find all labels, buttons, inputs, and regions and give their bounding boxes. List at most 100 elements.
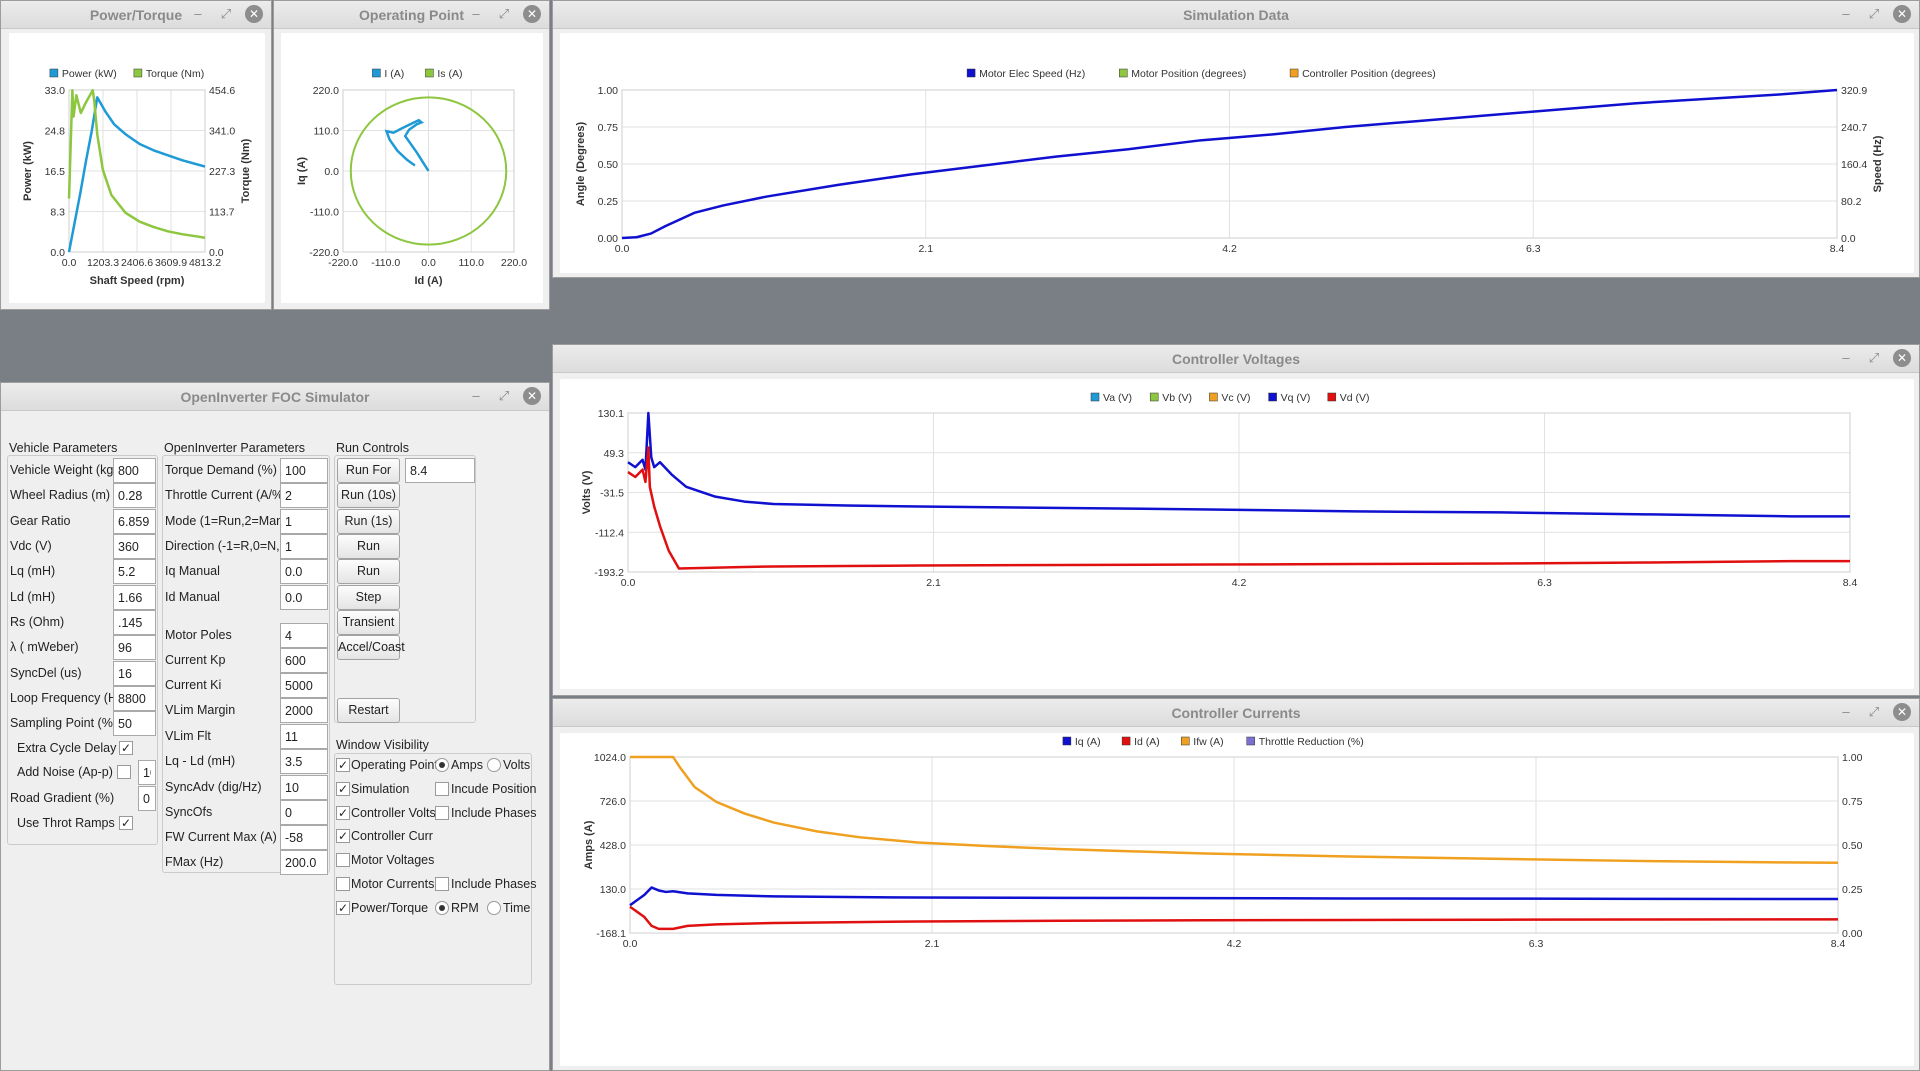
motor-currents-checkbox[interactable]	[336, 877, 350, 891]
incude-position-checkbox[interactable]	[435, 782, 449, 796]
restore-icon[interactable]: ⤢	[1868, 350, 1880, 365]
minimize-icon[interactable]: –	[1842, 350, 1850, 365]
y-tick-label: 0.0	[324, 166, 339, 178]
current-ki-input[interactable]	[280, 673, 328, 698]
title-bar[interactable]: Power/Torque – ⤢ ✕	[1, 1, 271, 29]
run-100ms-button[interactable]: Run (100ms)	[337, 534, 400, 576]
restore-icon[interactable]: ⤢	[498, 6, 510, 21]
time-radio[interactable]	[487, 901, 501, 915]
add-noise-input[interactable]	[138, 760, 156, 785]
motor-voltages-checkbox[interactable]	[336, 853, 350, 867]
torque-demand-input[interactable]	[280, 458, 328, 483]
lq-ld-input[interactable]	[280, 749, 328, 774]
plot-area-border	[627, 412, 1851, 573]
y-right-tick-label: 0.0	[1841, 233, 1856, 245]
rs-input[interactable]	[113, 610, 156, 635]
window-title: Controller Voltages	[1171, 351, 1301, 367]
lambda-input[interactable]	[113, 635, 156, 660]
rs-label: Rs (Ohm)	[10, 615, 65, 629]
iq-manual-input[interactable]	[280, 559, 328, 584]
close-icon[interactable]: ✕	[245, 5, 263, 23]
vlim-flt-input[interactable]	[280, 724, 328, 749]
x-tick-label: 4813.2	[189, 257, 221, 269]
use-throt-ramps-checkbox[interactable]: ✓	[119, 816, 133, 830]
step-button[interactable]: Step	[337, 585, 400, 610]
controller-volts-checkbox[interactable]: ✓	[336, 806, 350, 820]
minimize-icon[interactable]: –	[472, 388, 480, 403]
close-icon[interactable]: ✕	[1893, 5, 1911, 23]
id-manual-input[interactable]	[280, 585, 328, 610]
x-tick-label: 0.0	[623, 938, 638, 950]
x-tick-label: 8.4	[1843, 577, 1858, 589]
minimize-icon[interactable]: –	[1842, 704, 1850, 719]
title-bar[interactable]: Controller Voltages – ⤢ ✕	[553, 345, 1919, 373]
volts-radio[interactable]	[487, 758, 501, 772]
close-icon[interactable]: ✕	[1893, 703, 1911, 721]
x-tick-label: 2406.6	[121, 257, 153, 269]
road-gradient-input[interactable]	[138, 786, 156, 811]
syncofs-label: SyncOfs	[165, 805, 213, 819]
motor-poles-input[interactable]	[280, 623, 328, 648]
restore-icon[interactable]: ⤢	[1868, 704, 1880, 719]
run-10ms-button[interactable]: Run (10ms)	[337, 559, 400, 601]
throttle-current-input[interactable]	[280, 483, 328, 508]
run-10s-button[interactable]: Run (10s)	[337, 483, 400, 508]
loop-frequency-input[interactable]	[113, 686, 156, 711]
gear-ratio-input[interactable]	[113, 509, 156, 534]
transient-button[interactable]: Transient	[337, 610, 400, 635]
y-right-tick-label: 0.75	[1842, 796, 1863, 808]
title-bar[interactable]: Operating Point – ⤢ ✕	[274, 1, 549, 29]
syncdel-input[interactable]	[113, 661, 156, 686]
fw-current-max-input[interactable]	[280, 825, 328, 850]
restore-icon[interactable]: ⤢	[498, 388, 510, 403]
window-title: Controller Currents	[1171, 705, 1301, 721]
title-bar[interactable]: Controller Currents – ⤢ ✕	[553, 699, 1919, 727]
controller-curr-checkbox[interactable]: ✓	[336, 829, 350, 843]
operating-point-checkbox[interactable]: ✓	[336, 758, 350, 772]
close-icon[interactable]: ✕	[523, 5, 541, 23]
syncadv-input[interactable]	[280, 775, 328, 800]
close-icon[interactable]: ✕	[523, 387, 541, 405]
vlim-margin-input[interactable]	[280, 698, 328, 723]
run-for-input[interactable]	[405, 458, 475, 483]
syncofs-input[interactable]	[280, 800, 328, 825]
simulation-data-window: Simulation Data – ⤢ ✕ Motor Elec Speed (…	[552, 0, 1920, 278]
simulation-checkbox[interactable]: ✓	[336, 782, 350, 796]
run-for-button[interactable]: Run For (s)	[337, 458, 400, 500]
include-phases-currents-checkbox[interactable]	[435, 877, 449, 891]
include-phases-volts-checkbox[interactable]	[435, 806, 449, 820]
lq-input[interactable]	[113, 559, 156, 584]
ld-input[interactable]	[113, 585, 156, 610]
wheel-radius-input[interactable]	[113, 483, 156, 508]
power-torque-checkbox[interactable]: ✓	[336, 901, 350, 915]
restore-icon[interactable]: ⤢	[220, 6, 232, 21]
restart-button[interactable]: Restart	[337, 698, 400, 723]
minimize-icon[interactable]: –	[194, 6, 202, 21]
extra-cycle-delay-checkbox[interactable]: ✓	[119, 741, 133, 755]
accel-coast-button[interactable]: Accel/Coast	[337, 635, 405, 660]
current-kp-input[interactable]	[280, 648, 328, 673]
y-tick-label: 428.0	[600, 840, 626, 852]
legend-label: Va (V)	[1103, 392, 1132, 404]
title-bar[interactable]: OpenInverter FOC Simulator – ⤢ ✕	[1, 383, 549, 411]
sampling-point-input[interactable]	[113, 711, 156, 736]
vdc-input[interactable]	[113, 534, 156, 559]
direction-input[interactable]	[280, 534, 328, 559]
y-right-tick-label: 240.7	[1841, 122, 1867, 134]
syncadv-label: SyncAdv (dig/Hz)	[165, 780, 262, 794]
title-bar[interactable]: Simulation Data – ⤢ ✕	[553, 1, 1919, 29]
fmax-input[interactable]	[280, 850, 328, 875]
mode-input[interactable]	[280, 509, 328, 534]
minimize-icon[interactable]: –	[472, 6, 480, 21]
minimize-icon[interactable]: –	[1842, 6, 1850, 21]
x-tick-label: -110.0	[371, 257, 400, 269]
run-1s-button[interactable]: Run (1s)	[337, 509, 400, 534]
fw-current-max-label: FW Current Max (A)	[165, 830, 277, 844]
restore-icon[interactable]: ⤢	[1868, 6, 1880, 21]
add-noise-checkbox[interactable]	[117, 765, 131, 779]
y-tick-label: 8.3	[50, 207, 65, 219]
rpm-radio[interactable]	[435, 901, 449, 915]
amps-radio[interactable]	[435, 758, 449, 772]
close-icon[interactable]: ✕	[1893, 349, 1911, 367]
vehicle-weight-input[interactable]	[113, 458, 156, 483]
